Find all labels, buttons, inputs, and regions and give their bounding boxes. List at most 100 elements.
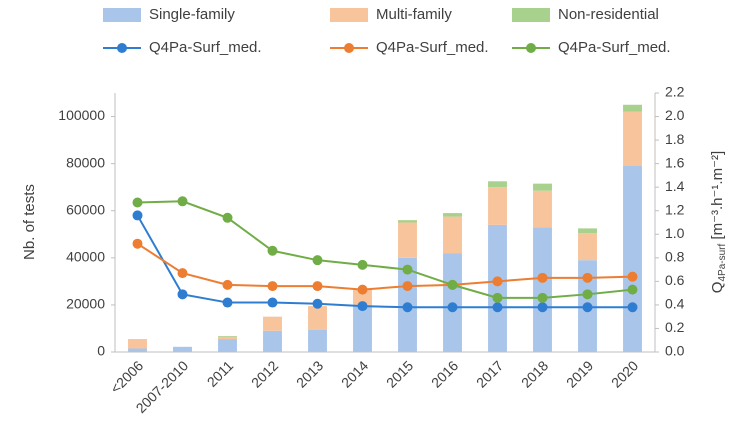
y2-axis-label: Q4Pa-surf [m⁻³.h⁻¹.m⁻²]: [709, 151, 728, 293]
x-tick-label: 2014: [338, 357, 371, 390]
x-tick-label: 2018: [518, 357, 551, 390]
y2-tick-label: 1.6: [665, 154, 685, 170]
line-point: [312, 281, 323, 292]
legend-swatch: [512, 8, 550, 22]
line-point: [177, 268, 188, 279]
line-point: [447, 279, 458, 290]
y-axis-label: Nb. of tests: [21, 184, 38, 260]
legend-label: Q4Pa-Surf_med.: [149, 39, 262, 56]
line-point: [492, 302, 503, 313]
line-point: [357, 259, 368, 270]
line-point: [537, 272, 548, 283]
x-tick-label: 2011: [204, 357, 237, 390]
y2-tick-label: 1.2: [665, 201, 685, 217]
x-tick-label: 2017: [473, 357, 506, 390]
line-point: [132, 210, 143, 221]
legend-marker: [117, 43, 127, 53]
line-point: [177, 289, 188, 300]
x-tick-label: 2013: [293, 357, 326, 390]
line-point: [627, 284, 638, 295]
line-point: [267, 297, 278, 308]
y-tick-label: 60000: [66, 201, 105, 217]
line-point: [582, 302, 593, 313]
bar: [218, 336, 237, 340]
legend-label: Multi-family: [376, 6, 452, 23]
bar: [308, 306, 327, 330]
bar: [533, 183, 552, 191]
line-point: [582, 289, 593, 300]
legend-swatch: [330, 8, 368, 22]
line-point: [402, 302, 413, 313]
bar: [488, 181, 507, 188]
y2-tick-label: 2.0: [665, 107, 685, 123]
y2-tick-label: 0.4: [665, 296, 685, 312]
y2-tick-label: 0.6: [665, 272, 685, 288]
line-point: [402, 281, 413, 292]
bar: [218, 339, 237, 352]
line-point: [357, 301, 368, 312]
y-tick-label: 0: [97, 343, 105, 359]
bar: [488, 187, 507, 225]
line-point: [222, 279, 233, 290]
line-point: [447, 302, 458, 313]
line-point: [132, 238, 143, 249]
x-tick-label: 2015: [383, 357, 416, 390]
bar: [533, 227, 552, 352]
line-point: [627, 302, 638, 313]
x-tick-label: <2006: [107, 357, 146, 396]
y2-tick-label: 1.4: [665, 178, 685, 194]
y-tick-label: 80000: [66, 154, 105, 170]
bar: [623, 111, 642, 166]
line-point: [537, 302, 548, 313]
legend-label: Q4Pa-Surf_med.: [558, 39, 671, 56]
bar: [533, 190, 552, 228]
bar: [173, 346, 192, 352]
line-point: [312, 255, 323, 266]
line-point: [357, 284, 368, 295]
line-point: [492, 292, 503, 303]
bar: [353, 288, 372, 305]
bar: [263, 330, 282, 352]
line: [136, 242, 633, 291]
y-tick-label: 20000: [66, 296, 105, 312]
line-point: [267, 281, 278, 292]
y-tick-label: 100000: [58, 107, 105, 123]
y2-tick-label: 1.8: [665, 131, 685, 147]
x-tick-label: 2012: [248, 357, 281, 390]
y2-label-sub: 4Pa-surf: [717, 244, 728, 282]
line-point: [132, 197, 143, 208]
bar: [623, 104, 642, 112]
bar: [398, 220, 417, 223]
line-point: [582, 272, 593, 283]
line: [136, 214, 633, 309]
y2-tick-label: 1.0: [665, 225, 685, 241]
line-point: [312, 298, 323, 309]
x-tick-label: 2020: [608, 357, 641, 390]
bar: [578, 228, 597, 234]
y2-label-unit: [m⁻³.h⁻¹.m⁻²]: [709, 151, 726, 244]
line-point: [177, 196, 188, 207]
legend-label: Q4Pa-Surf_med.: [376, 39, 489, 56]
line-point: [537, 292, 548, 303]
line-point: [267, 245, 278, 256]
bar: [128, 339, 147, 349]
line-point: [402, 264, 413, 275]
legend-label: Single-family: [149, 6, 235, 23]
y2-tick-label: 0.8: [665, 249, 685, 265]
x-tick-label: 2019: [563, 357, 596, 390]
line-point: [492, 276, 503, 287]
bar: [623, 165, 642, 352]
x-tick-label: 2016: [428, 357, 461, 390]
bar: [263, 316, 282, 331]
y2-tick-label: 0.2: [665, 319, 685, 335]
bar: [128, 348, 147, 352]
bar: [218, 335, 237, 337]
line-point: [222, 297, 233, 308]
bar: [398, 222, 417, 258]
legend-label: Non-residential: [558, 6, 659, 23]
y2-label-main: Q: [709, 282, 726, 294]
legend-swatch: [103, 8, 141, 22]
bar: [443, 213, 462, 217]
bar: [443, 216, 462, 254]
